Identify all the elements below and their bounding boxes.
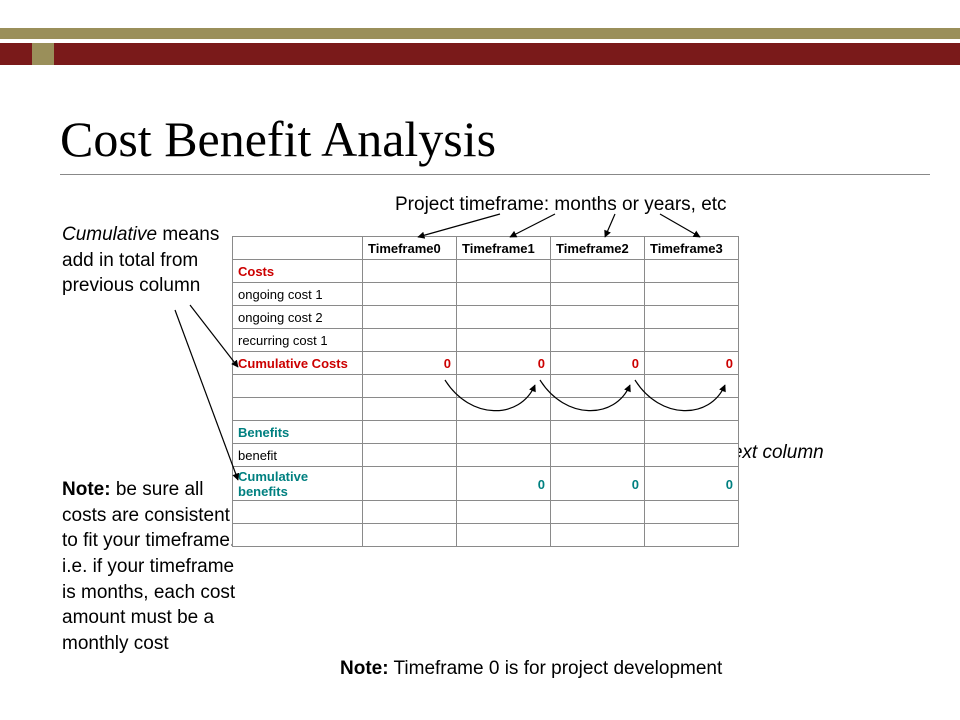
page-title: Cost Benefit Analysis	[60, 110, 496, 168]
table-header-tf2: Timeframe2	[551, 237, 645, 260]
row-label: Cumulative benefits	[233, 467, 363, 501]
annotation-note-timeframe0: Note: Timeframe 0 is for project develop…	[340, 656, 722, 682]
table-cell	[363, 398, 457, 421]
row-label: ongoing cost 1	[233, 283, 363, 306]
table-cell: 0	[551, 352, 645, 375]
table-cell	[363, 501, 457, 524]
table-cell	[457, 421, 551, 444]
table-row: Costs	[233, 260, 739, 283]
annotation-note-consistent-prefix: Note:	[62, 479, 111, 500]
table-cell	[363, 421, 457, 444]
table-cell	[551, 306, 645, 329]
table-row: Cumulative Costs0000	[233, 352, 739, 375]
table-cell	[363, 306, 457, 329]
table-row: ongoing cost 1	[233, 283, 739, 306]
table-row	[233, 398, 739, 421]
table-cell	[645, 283, 739, 306]
table-cell	[645, 306, 739, 329]
row-label	[233, 375, 363, 398]
annotation-note-timeframe0-rest: Timeframe 0 is for project development	[389, 658, 723, 679]
row-label: Benefits	[233, 421, 363, 444]
cost-benefit-table: Timeframe0 Timeframe1 Timeframe2 Timefra…	[232, 236, 739, 547]
table-cell	[457, 501, 551, 524]
table-cell	[363, 329, 457, 352]
table-header-tf1: Timeframe1	[457, 237, 551, 260]
table-header-tf0: Timeframe0	[363, 237, 457, 260]
table-cell	[645, 375, 739, 398]
table-cell: 0	[645, 352, 739, 375]
table-cell	[551, 329, 645, 352]
table-cell: 0	[457, 352, 551, 375]
table-cell	[645, 444, 739, 467]
row-label: Costs	[233, 260, 363, 283]
table-cell	[551, 501, 645, 524]
header-accent-square	[32, 43, 54, 65]
annotation-cumulative: Cumulative means add in total from previ…	[62, 222, 237, 299]
header-bars	[0, 28, 960, 65]
table-cell: 0	[645, 467, 739, 501]
table-cell	[457, 283, 551, 306]
table-cell	[457, 398, 551, 421]
table-header-tf3: Timeframe3	[645, 237, 739, 260]
bar-olive	[0, 28, 960, 39]
annotation-project-timeframe: Project timeframe: months or years, etc	[395, 192, 727, 218]
title-underline	[60, 174, 930, 175]
table-cell	[551, 375, 645, 398]
table-cell	[645, 260, 739, 283]
annotation-cumulative-italic: Cumulative	[62, 224, 157, 245]
table-cell	[551, 444, 645, 467]
table-cell	[551, 421, 645, 444]
annotation-note-consistent: Note: be sure all costs are consistent t…	[62, 477, 237, 656]
table-row	[233, 375, 739, 398]
row-label: benefit	[233, 444, 363, 467]
table-cell	[363, 375, 457, 398]
row-label	[233, 524, 363, 547]
table-row	[233, 501, 739, 524]
row-label	[233, 398, 363, 421]
table-cell	[645, 524, 739, 547]
table-cell	[363, 524, 457, 547]
table-cell: 0	[457, 467, 551, 501]
table-cell	[645, 501, 739, 524]
table-cell: 0	[363, 352, 457, 375]
table-cell	[363, 444, 457, 467]
table-cell	[551, 260, 645, 283]
table-cell	[457, 306, 551, 329]
table-row	[233, 524, 739, 547]
table-cell	[457, 524, 551, 547]
table-cell	[645, 421, 739, 444]
annotation-note-timeframe0-prefix: Note:	[340, 658, 389, 679]
table-row: benefit	[233, 444, 739, 467]
table-cell	[457, 260, 551, 283]
row-label: Cumulative Costs	[233, 352, 363, 375]
table-cell	[551, 283, 645, 306]
table-cell	[645, 398, 739, 421]
table-cell	[645, 329, 739, 352]
table-cell	[363, 467, 457, 501]
table-header-row: Timeframe0 Timeframe1 Timeframe2 Timefra…	[233, 237, 739, 260]
row-label: ongoing cost 2	[233, 306, 363, 329]
table-cell	[457, 375, 551, 398]
row-label: recurring cost 1	[233, 329, 363, 352]
row-label	[233, 501, 363, 524]
table-row: ongoing cost 2	[233, 306, 739, 329]
table-row: Benefits	[233, 421, 739, 444]
annotation-note-consistent-rest: be sure all costs are consistent to fit …	[62, 479, 235, 654]
table-header-blank	[233, 237, 363, 260]
table-row: Cumulative benefits000	[233, 467, 739, 501]
table-cell	[457, 329, 551, 352]
bar-maroon	[0, 43, 960, 65]
table-cell	[551, 398, 645, 421]
table-cell: 0	[551, 467, 645, 501]
table-cell	[363, 283, 457, 306]
table-cell	[457, 444, 551, 467]
table-row: recurring cost 1	[233, 329, 739, 352]
table-cell	[363, 260, 457, 283]
table-cell	[551, 524, 645, 547]
